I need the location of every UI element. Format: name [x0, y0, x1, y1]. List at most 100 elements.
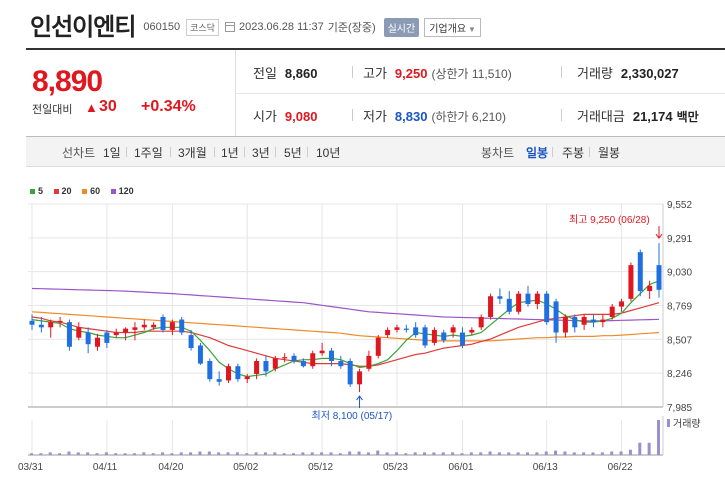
candle-body — [553, 301, 559, 333]
volume-bar — [619, 451, 623, 455]
legend-ma5: 5 — [30, 186, 43, 196]
legend-swatch — [110, 189, 116, 195]
divider — [552, 147, 553, 157]
volume-bar — [357, 451, 361, 455]
volume-bar — [451, 452, 455, 455]
candle-body — [656, 265, 662, 290]
realtime-badge[interactable]: 실시간 — [383, 17, 420, 37]
period-daily[interactable]: 일봉 — [526, 146, 549, 160]
stock-code: 060150 — [143, 21, 181, 33]
stat-label: 전일 — [253, 66, 277, 81]
candle-body — [366, 355, 372, 369]
stat-label: 거래량 — [577, 66, 613, 81]
volume-bar — [226, 452, 230, 455]
volume-bar — [376, 450, 380, 455]
volume-bar — [48, 452, 52, 455]
volume-bar — [582, 452, 586, 455]
y-tick-label: 8,246 — [667, 369, 692, 380]
legend-swatch — [82, 189, 88, 195]
candle-body — [357, 371, 363, 385]
volume-bar — [413, 452, 417, 455]
price-box: 8,890 전일대비 ▲ 30 +0.34% — [26, 50, 236, 136]
candle-body — [254, 361, 260, 374]
x-tick-label: 03/31 — [18, 462, 43, 473]
volume-bar — [114, 453, 118, 455]
candle-body — [450, 327, 456, 333]
candle-body — [413, 327, 419, 336]
volume-bar — [544, 451, 548, 455]
y-tick-label: 8,507 — [667, 335, 692, 346]
stat-label: 시가 — [253, 109, 277, 124]
y-tick-label: 9,552 — [667, 200, 692, 211]
volume-bar — [638, 442, 642, 455]
divider — [352, 66, 353, 78]
datetime-basis: 기준(장중) — [327, 22, 376, 34]
candle-body — [534, 293, 540, 305]
divider — [307, 147, 308, 157]
candle-body — [637, 252, 643, 292]
candle-body — [375, 337, 381, 356]
calendar-icon — [224, 22, 235, 32]
legend-label: 20 — [61, 186, 72, 196]
stat-value: 21,174 — [632, 109, 673, 124]
line-chart-title: 선차트 — [62, 146, 96, 160]
candle-body — [319, 350, 325, 354]
stat-value: 2,330,027 — [620, 66, 679, 81]
stat-value: 8,860 — [284, 66, 318, 81]
candle-body — [544, 293, 550, 323]
candle-body — [226, 366, 232, 381]
volume-bar — [273, 452, 277, 455]
candle-body — [600, 319, 606, 323]
stat-amount: 거래대금 21,174 백만 — [577, 106, 699, 125]
volume-bar — [507, 452, 511, 455]
period-monthly[interactable]: 월봉 — [598, 146, 621, 160]
volume-bar — [497, 452, 501, 455]
stock-header: 인선이엔티 060150 코스닥 2023.06.28 11:37 기준(장중)… — [0, 0, 725, 48]
market-badge: 코스닥 — [186, 18, 219, 36]
ma60-line — [31, 311, 660, 342]
volume-bar — [329, 452, 333, 455]
divider — [244, 147, 245, 157]
period-5y[interactable]: 5년 — [284, 146, 302, 160]
candle-body — [628, 265, 634, 299]
volume-bar — [657, 420, 660, 455]
period-1w[interactable]: 1주일 — [134, 146, 163, 160]
period-weekly[interactable]: 주봉 — [562, 146, 585, 160]
stat-volume: 거래량 2,330,027 — [577, 63, 679, 82]
y-tick-label: 7,985 — [667, 403, 692, 414]
volume-bar — [423, 452, 427, 455]
volume-bar — [572, 452, 576, 455]
candle-body — [207, 361, 213, 380]
legend-label: 5 — [38, 186, 44, 196]
volume-bar — [441, 452, 445, 455]
candle-body — [179, 319, 185, 333]
company-info-dropdown[interactable]: 기업개요 ▼ — [424, 17, 481, 37]
volume-bar — [179, 452, 183, 455]
divider — [126, 147, 127, 157]
volume-bar — [132, 453, 136, 455]
volume-bar — [488, 451, 492, 455]
volume-bar — [170, 453, 174, 455]
period-1d[interactable]: 1일 — [103, 146, 121, 160]
candle-body — [385, 329, 391, 336]
period-3y[interactable]: 3년 — [252, 146, 270, 160]
period-10y[interactable]: 10년 — [316, 146, 341, 160]
volume-bar — [207, 451, 211, 455]
period-1y[interactable]: 1년 — [221, 146, 239, 160]
candle-body — [525, 293, 531, 305]
volume-bar — [628, 449, 632, 455]
stock-name: 인선이엔티 — [30, 13, 136, 41]
candle-body — [497, 296, 503, 299]
stat-unit: 백만 — [676, 110, 699, 124]
candle-body — [151, 324, 157, 328]
volume-bar — [469, 452, 473, 455]
candle-body — [581, 316, 587, 325]
candle-body — [85, 332, 91, 345]
period-3m[interactable]: 3개월 — [178, 146, 207, 160]
volume-bar — [292, 453, 296, 455]
price-chart[interactable]: 9,552 9,291 9,030 8,769 8,507 8,246 7,985 03/31… — [0, 190, 725, 497]
divider — [352, 109, 353, 121]
stats-bottom-divider — [26, 136, 725, 137]
volume-bar — [479, 452, 483, 455]
candle-body — [263, 361, 269, 372]
